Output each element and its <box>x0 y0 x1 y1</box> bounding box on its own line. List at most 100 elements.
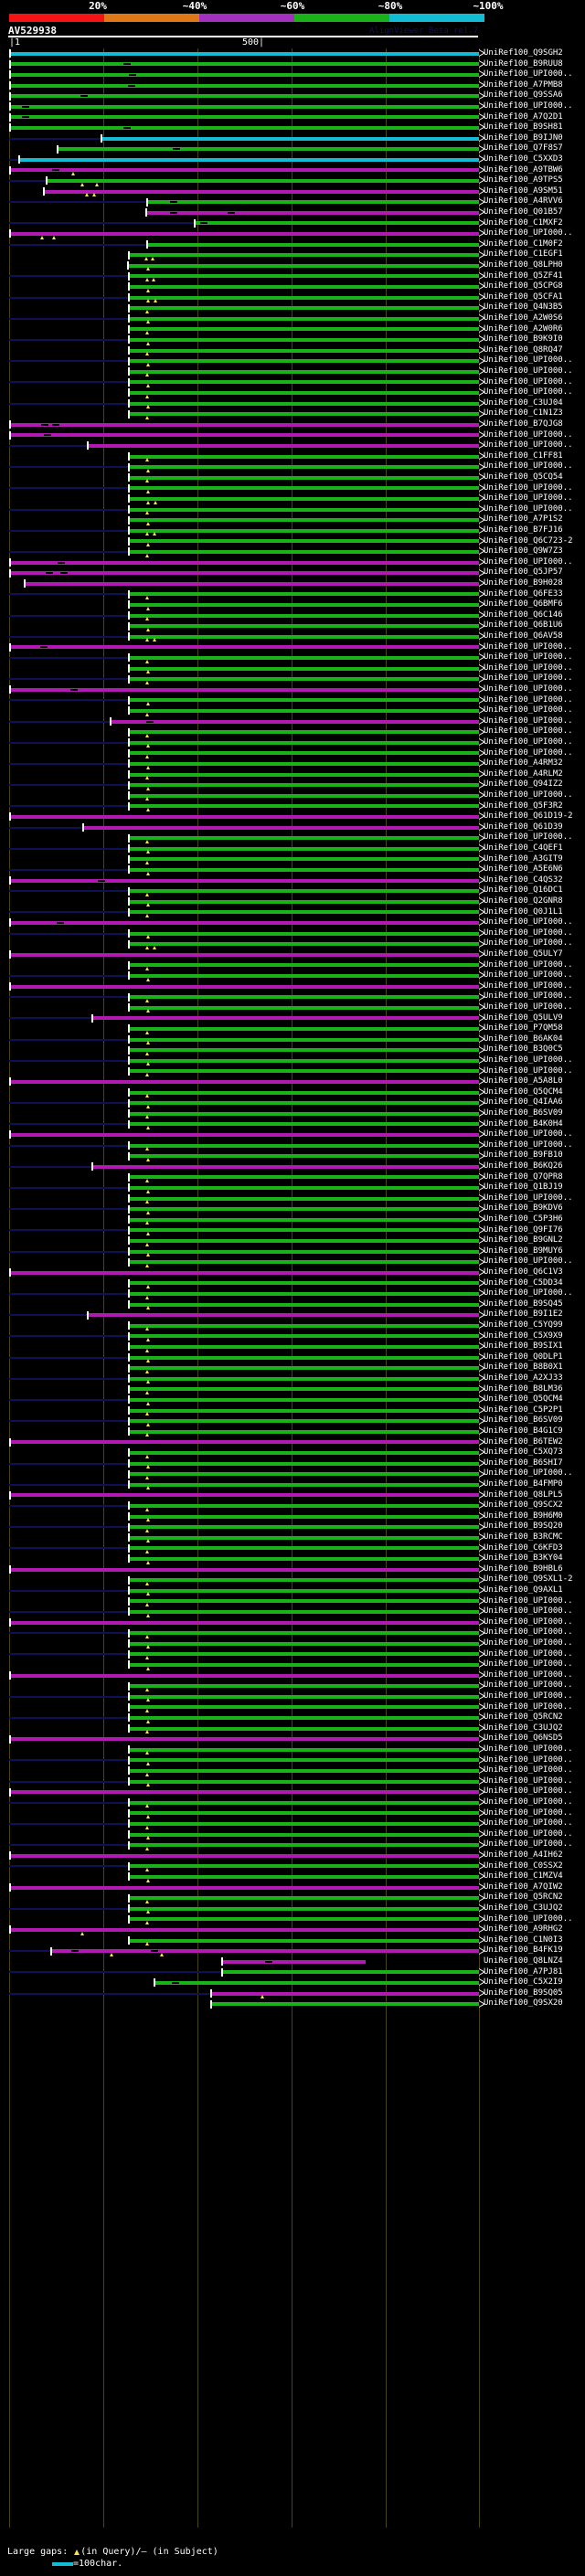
hsp-bar[interactable] <box>130 836 479 841</box>
alignment-row[interactable]: UniRef100_C6KFD3 <box>0 1543 585 1554</box>
hsp-bar[interactable] <box>130 1779 479 1784</box>
alignment-row[interactable]: UniRef100_UPI000.. <box>0 1659 585 1670</box>
hit-accession-link[interactable]: UniRef100_UPI000.. <box>484 1256 573 1267</box>
alignment-row[interactable]: UniRef100_B3RCMC <box>0 1532 585 1543</box>
hsp-bar[interactable] <box>130 1397 479 1402</box>
hsp-bar[interactable] <box>130 963 479 968</box>
hit-accession-link[interactable]: UniRef100_Q5RCN2 <box>484 1892 563 1903</box>
hsp-bar[interactable] <box>130 1249 479 1254</box>
hit-accession-link[interactable]: UniRef100_UPI000.. <box>484 928 573 938</box>
alignment-row[interactable]: UniRef100_A7PMB8 <box>0 80 585 91</box>
hit-accession-link[interactable]: UniRef100_A2XJ33 <box>484 1373 563 1383</box>
alignment-row[interactable]: UniRef100_B4K0H4 <box>0 1119 585 1130</box>
hsp-bar[interactable] <box>130 751 479 756</box>
alignment-row[interactable]: UniRef100_C4QS32 <box>0 875 585 886</box>
hit-accession-link[interactable]: UniRef100_UPI000.. <box>484 1701 573 1712</box>
hit-accession-link[interactable]: UniRef100_UPI000.. <box>484 1829 573 1839</box>
alignment-row[interactable]: UniRef100_Q5ULY7 <box>0 949 585 960</box>
hsp-bar[interactable] <box>130 804 479 809</box>
hsp-bar[interactable] <box>148 242 479 247</box>
alignment-row[interactable]: UniRef100_Q6B1U6 <box>0 620 585 631</box>
alignment-row[interactable]: UniRef100_Q6C1V3 <box>0 1267 585 1278</box>
alignment-row[interactable]: UniRef100_A4RLM2 <box>0 769 585 780</box>
hsp-bar[interactable] <box>130 730 479 735</box>
hsp-bar[interactable] <box>130 1196 479 1201</box>
hit-accession-link[interactable]: UniRef100_A9SM51 <box>484 186 563 196</box>
hit-accession-link[interactable]: UniRef100_UPI000.. <box>484 1776 573 1786</box>
hsp-bar[interactable] <box>11 433 479 438</box>
alignment-row[interactable]: UniRef100_UPI000.. <box>0 737 585 748</box>
alignment-row[interactable]: UniRef100_UPI000.. <box>0 1776 585 1787</box>
alignment-row[interactable]: UniRef100_UPI000.. <box>0 1638 585 1649</box>
hit-accession-link[interactable]: UniRef100_P7QM58 <box>484 1023 563 1034</box>
alignment-row[interactable]: UniRef100_UPI000.. <box>0 991 585 1002</box>
hit-accession-link[interactable]: UniRef100_Q5ULY7 <box>484 949 563 959</box>
hit-accession-link[interactable]: UniRef100_Q6NSD5 <box>484 1733 563 1744</box>
hsp-bar[interactable] <box>130 1800 479 1805</box>
hsp-bar[interactable] <box>130 1185 479 1190</box>
alignment-row[interactable]: UniRef100_Q6NSD5 <box>0 1733 585 1744</box>
hit-accession-link[interactable]: UniRef100_A9TBW6 <box>484 164 563 175</box>
hit-accession-link[interactable]: UniRef100_UPI000.. <box>484 1807 573 1818</box>
alignment-row[interactable]: UniRef100_Q9SX20 <box>0 1998 585 2009</box>
hsp-bar[interactable] <box>130 1896 479 1901</box>
hit-accession-link[interactable]: UniRef100_UPI000.. <box>484 832 573 843</box>
alignment-row[interactable]: UniRef100_B4G1C9 <box>0 1426 585 1437</box>
alignment-row[interactable]: UniRef100_C5XXD3 <box>0 154 585 165</box>
alignment-row[interactable]: UniRef100_UPI000.. <box>0 960 585 971</box>
alignment-row[interactable]: UniRef100_UPI000.. <box>0 652 585 663</box>
hsp-bar[interactable] <box>130 1387 479 1392</box>
alignment-row[interactable]: UniRef100_Q0J1L1 <box>0 907 585 918</box>
hsp-bar[interactable] <box>130 475 479 480</box>
hit-accession-link[interactable]: UniRef100_Q4N3B5 <box>484 302 563 313</box>
hsp-bar[interactable] <box>11 115 479 120</box>
hit-accession-link[interactable]: UniRef100_B9SQ05 <box>484 1988 563 1998</box>
hit-accession-link[interactable]: UniRef100_C1N1Z3 <box>484 408 563 419</box>
hit-accession-link[interactable]: UniRef100_UPI000.. <box>484 376 573 387</box>
hit-accession-link[interactable]: UniRef100_Q8LNZ4 <box>484 1956 563 1966</box>
hit-accession-link[interactable]: UniRef100_C5X9X9 <box>484 1330 563 1341</box>
hsp-bar[interactable] <box>84 825 479 830</box>
hsp-bar[interactable] <box>130 708 479 713</box>
hsp-bar[interactable] <box>11 72 479 77</box>
alignment-row[interactable]: UniRef100_C5P2P1 <box>0 1405 585 1416</box>
hsp-bar[interactable] <box>130 995 479 1000</box>
hit-accession-link[interactable]: UniRef100_Q9SSA6 <box>484 90 563 101</box>
alignment-row[interactable]: UniRef100_A7P1S2 <box>0 514 585 525</box>
hit-accession-link[interactable]: UniRef100_C1MXF2 <box>484 217 563 228</box>
hsp-bar[interactable] <box>11 1853 479 1858</box>
alignment-row[interactable]: UniRef100_Q6C723-2 <box>0 536 585 547</box>
alignment-row[interactable]: UniRef100_Q6C146 <box>0 610 585 621</box>
alignment-row[interactable]: UniRef100_UPI000.. <box>0 1818 585 1829</box>
alignment-row[interactable]: UniRef100_UPI000.. <box>0 1649 585 1660</box>
hit-accession-link[interactable]: UniRef100_B9KDV6 <box>484 1203 563 1214</box>
alignment-row[interactable]: UniRef100_B3Q0C5 <box>0 1044 585 1055</box>
hit-accession-link[interactable]: UniRef100_UPI000.. <box>484 1595 573 1606</box>
hit-accession-link[interactable]: UniRef100_UPI000.. <box>484 429 573 440</box>
hsp-bar[interactable] <box>48 178 479 183</box>
hsp-bar[interactable] <box>130 253 479 258</box>
alignment-row[interactable]: UniRef100_Q61D19-2 <box>0 811 585 822</box>
hsp-bar[interactable] <box>130 1175 479 1180</box>
hsp-bar[interactable] <box>93 1164 479 1169</box>
alignment-row[interactable]: UniRef100_B9SQ05 <box>0 1988 585 1999</box>
alignment-row[interactable]: UniRef100_UPI000.. <box>0 504 585 515</box>
hit-accession-link[interactable]: UniRef100_C4QEF1 <box>484 843 563 853</box>
alignment-row[interactable]: UniRef100_Q4N3B5 <box>0 302 585 313</box>
hsp-bar[interactable] <box>130 1811 479 1816</box>
alignment-row[interactable]: UniRef100_B9SIX1 <box>0 1341 585 1352</box>
alignment-row[interactable]: UniRef100_UPI000.. <box>0 1002 585 1013</box>
alignment-row[interactable]: UniRef100_B9H6M0 <box>0 1511 585 1522</box>
hsp-bar[interactable] <box>130 1005 479 1010</box>
hit-accession-link[interactable]: UniRef100_UPI000.. <box>484 1659 573 1670</box>
alignment-row[interactable]: UniRef100_UPI000.. <box>0 970 585 981</box>
alignment-row[interactable]: UniRef100_C3UJ04 <box>0 398 585 409</box>
hsp-bar[interactable] <box>130 1334 479 1339</box>
hsp-bar[interactable] <box>11 920 479 925</box>
hit-accession-link[interactable]: UniRef100_UPI000.. <box>484 673 573 684</box>
hsp-bar[interactable] <box>130 390 479 395</box>
alignment-row[interactable]: UniRef100_C1N0I3 <box>0 1935 585 1946</box>
hit-accession-link[interactable]: UniRef100_UPI000.. <box>484 1288 573 1299</box>
hsp-bar[interactable] <box>130 1122 479 1127</box>
hit-accession-link[interactable]: UniRef100_A9RHG2 <box>484 1924 563 1935</box>
